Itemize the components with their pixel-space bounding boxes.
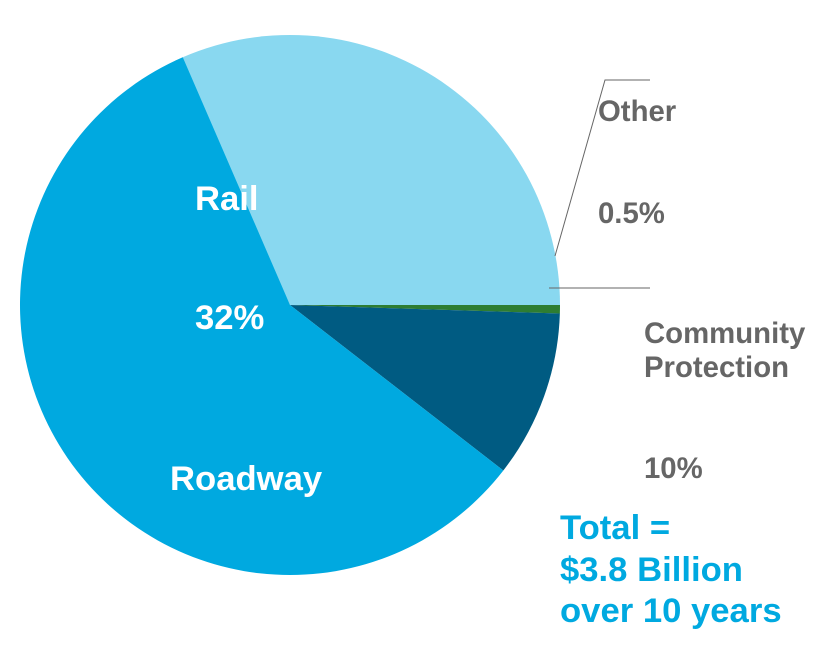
- callout-label-other-name: Other: [598, 95, 676, 129]
- chart-stage: Rail 32% Roadway 58% Other 0.5% Communit…: [0, 0, 840, 661]
- slice-label-rail-pct: 32%: [195, 299, 264, 339]
- callout-label-community-pct: 10%: [644, 452, 805, 486]
- slice-label-roadway-name: Roadway: [170, 460, 322, 500]
- slice-label-rail-name: Rail: [195, 180, 264, 220]
- total-caption: Total = $3.8 Billion over 10 years: [560, 508, 782, 633]
- slice-label-roadway: Roadway 58%: [170, 380, 322, 661]
- slice-label-rail: Rail 32%: [195, 100, 264, 419]
- slice-label-roadway-pct: 58%: [170, 579, 322, 619]
- callout-label-other-pct: 0.5%: [598, 197, 676, 231]
- callout-label-community-name: Community Protection: [644, 317, 805, 384]
